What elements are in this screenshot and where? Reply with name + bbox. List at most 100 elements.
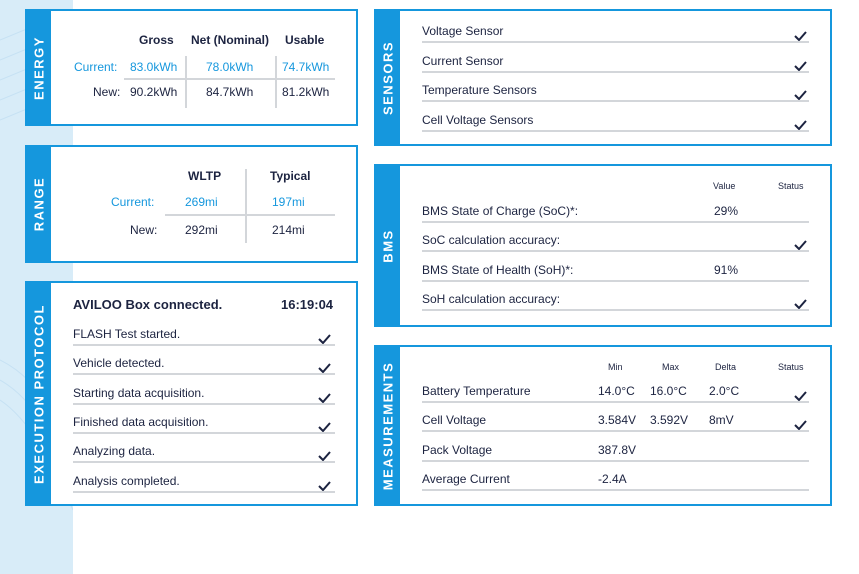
energy-current-usable: 74.7kWh (282, 60, 330, 74)
bms-tab: BMS (376, 166, 400, 325)
measurement-label: Average Current (422, 471, 510, 486)
measurements-tab-label: MEASUREMENTS (380, 361, 396, 490)
measurement-divider (422, 430, 809, 433)
bms-row-value: 91% (714, 262, 739, 277)
execution-step-label: Analyzing data. (73, 444, 156, 459)
bms-row-divider (422, 308, 809, 311)
range-new-wltp: 292mi (185, 223, 218, 237)
measurement-min: -2.4A (598, 471, 627, 486)
sensors-card: SENSORS Voltage Sensor Current Sensor Temp… (374, 9, 832, 146)
energy-new-gross: 90.2kWh (130, 85, 178, 99)
range-row-divider (165, 214, 335, 216)
check-icon-glyph (318, 451, 331, 462)
energy-current-net: 78.0kWh (206, 60, 254, 74)
energy-card: ENERGY Gross Net (Nominal) Usable Curren… (25, 9, 358, 126)
sensors-tab: SENSORS (376, 11, 400, 144)
check-icon (794, 117, 807, 131)
meas-header-delta: Delta (715, 362, 737, 372)
range-header-wltp: WLTP (188, 169, 222, 183)
check-icon-glyph (318, 392, 331, 404)
energy-header-gross: Gross (139, 33, 174, 47)
range-current-typical: 197mi (272, 195, 305, 209)
sensor-divider (422, 100, 809, 103)
check-icon (794, 237, 807, 251)
energy-new-net: 84.7kWh (206, 85, 254, 99)
measurement-label: Battery Temperature (422, 384, 531, 398)
bms-row-label: BMS State of Charge (SoC)*: (422, 204, 579, 218)
bms-tab-label: BMS (380, 228, 396, 263)
bms-row-label: SoH calculation accuracy: (422, 291, 561, 306)
sensor-divider (422, 70, 809, 73)
energy-header-usable: Usable (285, 33, 325, 47)
bms-row-label: SoC calculation accuracy: (422, 233, 561, 248)
range-current-label: Current: (111, 195, 155, 209)
energy-tab: ENERGY (27, 11, 51, 124)
execution-step-divider (73, 461, 335, 464)
measurement-min: 14.0°C (598, 384, 635, 398)
energy-tab-label: ENERGY (31, 35, 47, 100)
check-icon-glyph (794, 31, 807, 42)
bms-row-label: BMS State of Health (SoH)*: (422, 262, 574, 277)
check-icon (318, 448, 331, 462)
execution-tab-label: EXECUTION PROTOCOL (31, 303, 47, 484)
check-icon (794, 28, 807, 42)
measurement-delta: 2.0°C (709, 384, 740, 398)
measurement-divider (422, 488, 809, 491)
check-icon-glyph (318, 363, 331, 374)
check-icon (794, 296, 807, 310)
check-icon-glyph (318, 422, 331, 433)
range-header-typical: Typical (270, 169, 311, 183)
measurement-max: 16.0°C (650, 384, 687, 398)
measurements-tab: MEASUREMENTS (376, 347, 400, 504)
energy-current-gross: 83.0kWh (130, 60, 178, 74)
check-icon-glyph (794, 299, 807, 310)
execution-step-label: FLASH Test started. (73, 327, 181, 341)
check-icon (318, 360, 331, 374)
execution-title: AVILOO Box connected. (73, 297, 223, 312)
meas-header-min: Min (608, 362, 623, 372)
measurements-card: MEASUREMENTS Min Max Delta Status Batter… (374, 345, 832, 506)
energy-header-net: Net (Nominal) (191, 33, 269, 47)
bms-header-status: Status (778, 181, 804, 191)
bms-row-divider (422, 250, 809, 253)
check-icon-glyph (794, 120, 807, 131)
meas-header-max: Max (662, 362, 680, 372)
energy-col-divider-1 (185, 56, 187, 108)
range-card: RANGE WLTP Typical Current: 269mi 197mi … (25, 145, 358, 263)
check-icon-glyph (794, 240, 807, 251)
measurement-label: Cell Voltage (422, 413, 487, 428)
execution-step-divider (73, 402, 335, 405)
bms-card: BMS Value Status BMS State of Charge (So… (374, 164, 832, 327)
measurement-max: 3.592V (650, 413, 689, 428)
bms-row-divider (422, 279, 809, 282)
bms-row-divider (422, 221, 809, 223)
range-tab: RANGE (27, 147, 51, 261)
execution-step-label: Finished data acquisition. (73, 414, 209, 429)
check-icon-glyph (794, 90, 807, 101)
check-icon (318, 478, 331, 491)
check-icon-glyph (794, 391, 807, 402)
range-current-wltp: 269mi (185, 195, 218, 209)
check-icon-glyph (318, 480, 331, 491)
check-icon (318, 419, 331, 433)
execution-step-divider (73, 344, 335, 346)
sensor-label: Temperature Sensors (422, 83, 537, 98)
energy-new-usable: 81.2kWh (282, 85, 330, 99)
energy-col-divider-2 (275, 56, 277, 108)
meas-header-status: Status (778, 362, 804, 372)
sensor-label: Current Sensor (422, 53, 504, 68)
range-tab-label: RANGE (31, 176, 47, 232)
execution-step-label: Vehicle detected. (73, 356, 165, 371)
measurement-delta: 8mV (709, 413, 734, 428)
energy-new-label: New: (93, 85, 121, 99)
check-icon-glyph (794, 420, 807, 431)
energy-current-label: Current: (74, 60, 118, 74)
sensor-divider (422, 130, 809, 133)
check-icon-glyph (794, 61, 807, 72)
bms-header-value: Value (713, 181, 736, 191)
measurement-divider (422, 459, 809, 462)
check-icon (794, 388, 807, 402)
measurement-label: Pack Voltage (422, 442, 493, 457)
check-icon (794, 417, 807, 431)
check-icon (318, 390, 331, 404)
